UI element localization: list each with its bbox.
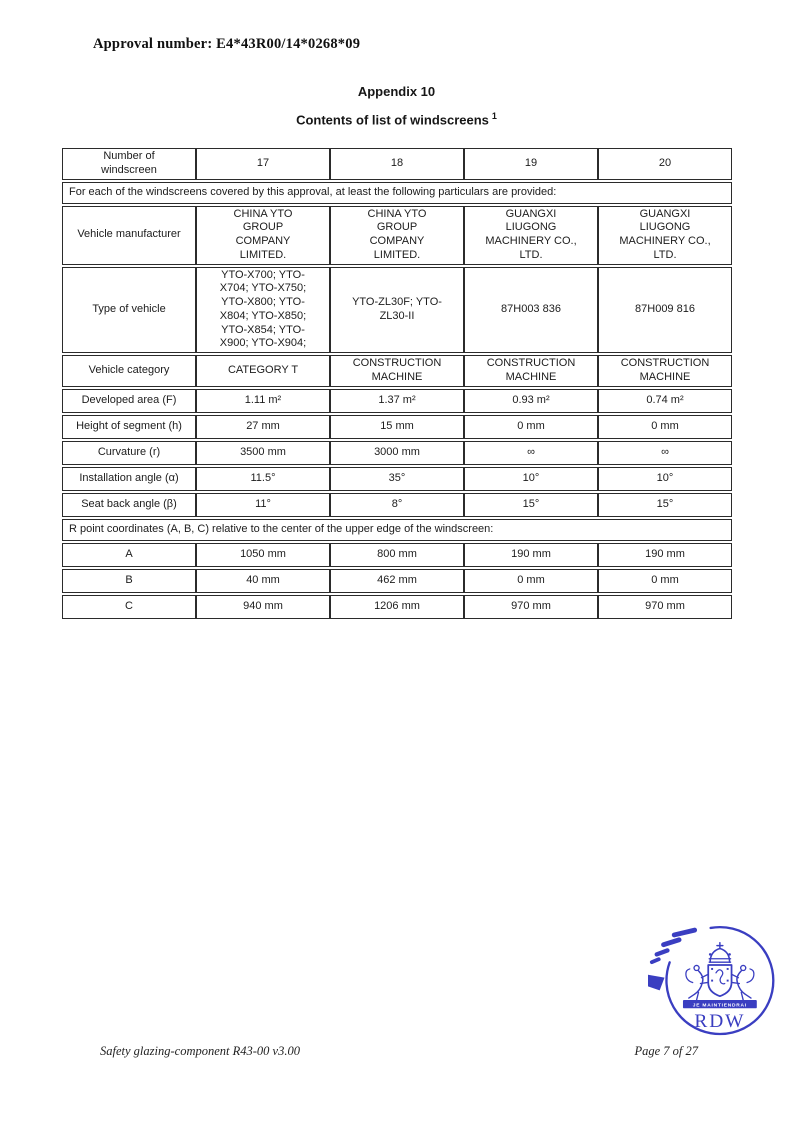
value-cell: 27 mm — [196, 414, 330, 439]
appendix-title: Appendix 10 — [357, 84, 436, 99]
windscreen-table-body: Number of windscreen 17 18 19 20 For each of … — [62, 148, 732, 619]
table-row: R point coordinates (A, B, C) relative t… — [62, 518, 732, 541]
value-cell: YTO-X700; YTO-X704; YTO-X750; YTO-X800; … — [196, 266, 330, 353]
table-note-cell: R point coordinates (A, B, C) relative t… — [62, 518, 732, 541]
table-row: Vehicle category CATEGORY T CONSTRUCTION M… — [62, 355, 732, 387]
table-row: Curvature (r) 3500 mm 3000 mm ∞ ∞ — [62, 440, 732, 465]
logo-rdw-text: RDW — [694, 1011, 745, 1032]
table-row: Number of windscreen 17 18 19 20 — [62, 148, 732, 180]
value-cell: 1050 mm — [196, 542, 330, 567]
table-note-cell: For each of the windscreens covered by t… — [62, 181, 732, 204]
value-cell: 3000 mm — [330, 440, 464, 465]
value-cell: CATEGORY T — [196, 355, 330, 387]
value-cell: GUANGXI LIUGONG MACHINERY CO., LTD. — [598, 205, 732, 265]
value-cell: 11.5° — [196, 466, 330, 491]
row-label-cell: B — [62, 568, 196, 593]
rdw-stamp-logo: JE MAINTIENDRAI RDW — [648, 926, 775, 1036]
value-cell: 940 mm — [196, 594, 330, 619]
value-cell: GUANGXI LIUGONG MACHINERY CO., LTD. — [464, 205, 598, 265]
table-row: C 940 mm 1206 mm 970 mm 970 mm — [62, 594, 732, 619]
value-cell: 970 mm — [464, 594, 598, 619]
document-subtitle: Contents of list of windscreens 1 — [0, 111, 793, 127]
page-footer: Safety glazing-component R43-00 v3.00 Pa… — [100, 1044, 698, 1059]
row-label-cell: Type of vehicle — [62, 266, 196, 353]
value-cell: 1.11 m² — [196, 388, 330, 413]
value-cell: 19 — [464, 148, 598, 180]
value-cell: 10° — [464, 466, 598, 491]
subtitle-text: Contents of list of windscreens — [296, 112, 489, 128]
value-cell: ∞ — [598, 440, 732, 465]
row-label-cell: Seat back angle (β) — [62, 492, 196, 517]
value-cell: 190 mm — [598, 542, 732, 567]
value-cell: 20 — [598, 148, 732, 180]
value-cell: 35° — [330, 466, 464, 491]
value-cell: 11° — [196, 492, 330, 517]
value-cell: 0 mm — [464, 414, 598, 439]
row-label-cell: Installation angle (α) — [62, 466, 196, 491]
table-row: Type of vehicle YTO-X700; YTO-X704; YTO-X… — [62, 266, 732, 353]
value-cell: CHINA YTO GROUP COMPANY LIMITED. — [330, 205, 464, 265]
value-cell: 18 — [330, 148, 464, 180]
row-label-cell: Vehicle manufacturer — [62, 205, 196, 265]
value-cell: ∞ — [464, 440, 598, 465]
value-cell: YTO-ZL30F; YTO-ZL30-II — [330, 266, 464, 353]
table-row: Height of segment (h) 27 mm 15 mm 0 mm 0 mm — [62, 414, 732, 439]
logo-circle — [665, 926, 775, 1036]
row-label-cell: Curvature (r) — [62, 440, 196, 465]
value-cell: 0 mm — [598, 414, 732, 439]
value-cell: CONSTRUCTION MACHINE — [598, 355, 732, 387]
logo-motto-banner: JE MAINTIENDRAI — [682, 1000, 757, 1008]
value-cell: 190 mm — [464, 542, 598, 567]
value-cell: 3500 mm — [196, 440, 330, 465]
logo-speed-stripes — [648, 927, 698, 991]
row-label-cell: Height of segment (h) — [62, 414, 196, 439]
table-row: Installation angle (α) 11.5° 35° 10° 10° — [62, 466, 732, 491]
value-cell: 87H009 816 — [598, 266, 732, 353]
table-row: A 1050 mm 800 mm 190 mm 190 mm — [62, 542, 732, 567]
value-cell: 15° — [598, 492, 732, 517]
table-row: Seat back angle (β) 11° 8° 15° 15° — [62, 492, 732, 517]
value-cell: 17 — [196, 148, 330, 180]
table-row: For each of the windscreens covered by t… — [62, 181, 732, 204]
value-cell: 0.93 m² — [464, 388, 598, 413]
row-label-cell: Developed area (F) — [62, 388, 196, 413]
footer-document-version: Safety glazing-component R43-00 v3.00 — [100, 1044, 300, 1058]
table-row: B 40 mm 462 mm 0 mm 0 mm — [62, 568, 732, 593]
logo-motto-text: JE MAINTIENDRAI — [693, 1002, 747, 1008]
row-label-cell: A — [62, 542, 196, 567]
value-cell: 800 mm — [330, 542, 464, 567]
value-cell: 0.74 m² — [598, 388, 732, 413]
value-cell: 40 mm — [196, 568, 330, 593]
approval-number-line: Approval number: E4*43R00/14*0268*09 — [93, 36, 361, 52]
value-cell: 87H003 836 — [464, 266, 598, 353]
value-cell: 970 mm — [598, 594, 732, 619]
value-cell: 462 mm — [330, 568, 464, 593]
value-cell: 8° — [330, 492, 464, 517]
logo-lion-left-icon — [685, 964, 708, 1001]
logo-lion-right-icon — [731, 964, 755, 1001]
logo-shield-icon — [707, 964, 733, 998]
windscreen-table: Number of windscreen 17 18 19 20 For each of … — [62, 146, 732, 621]
row-label-cell: C — [62, 594, 196, 619]
value-cell: CONSTRUCTION MACHINE — [330, 355, 464, 387]
table-row: Vehicle manufacturer CHINA YTO GROUP COMP… — [62, 205, 732, 265]
value-cell: 15° — [464, 492, 598, 517]
value-cell: CONSTRUCTION MACHINE — [464, 355, 598, 387]
value-cell: 0 mm — [598, 568, 732, 593]
value-cell: 15 mm — [330, 414, 464, 439]
value-cell: CHINA YTO GROUP COMPANY LIMITED. — [196, 205, 330, 265]
row-label-cell: Number of windscreen — [62, 148, 196, 180]
row-label-cell: Vehicle category — [62, 355, 196, 387]
value-cell: 10° — [598, 466, 732, 491]
subtitle-footnote-ref: 1 — [491, 111, 497, 121]
value-cell: 1.37 m² — [330, 388, 464, 413]
value-cell: 1206 mm — [330, 594, 464, 619]
value-cell: 0 mm — [464, 568, 598, 593]
logo-crown-icon — [708, 941, 732, 963]
table-row: Developed area (F) 1.11 m² 1.37 m² 0.93 m² 0… — [62, 388, 732, 413]
footer-page-number: Page 7 of 27 — [634, 1044, 698, 1058]
